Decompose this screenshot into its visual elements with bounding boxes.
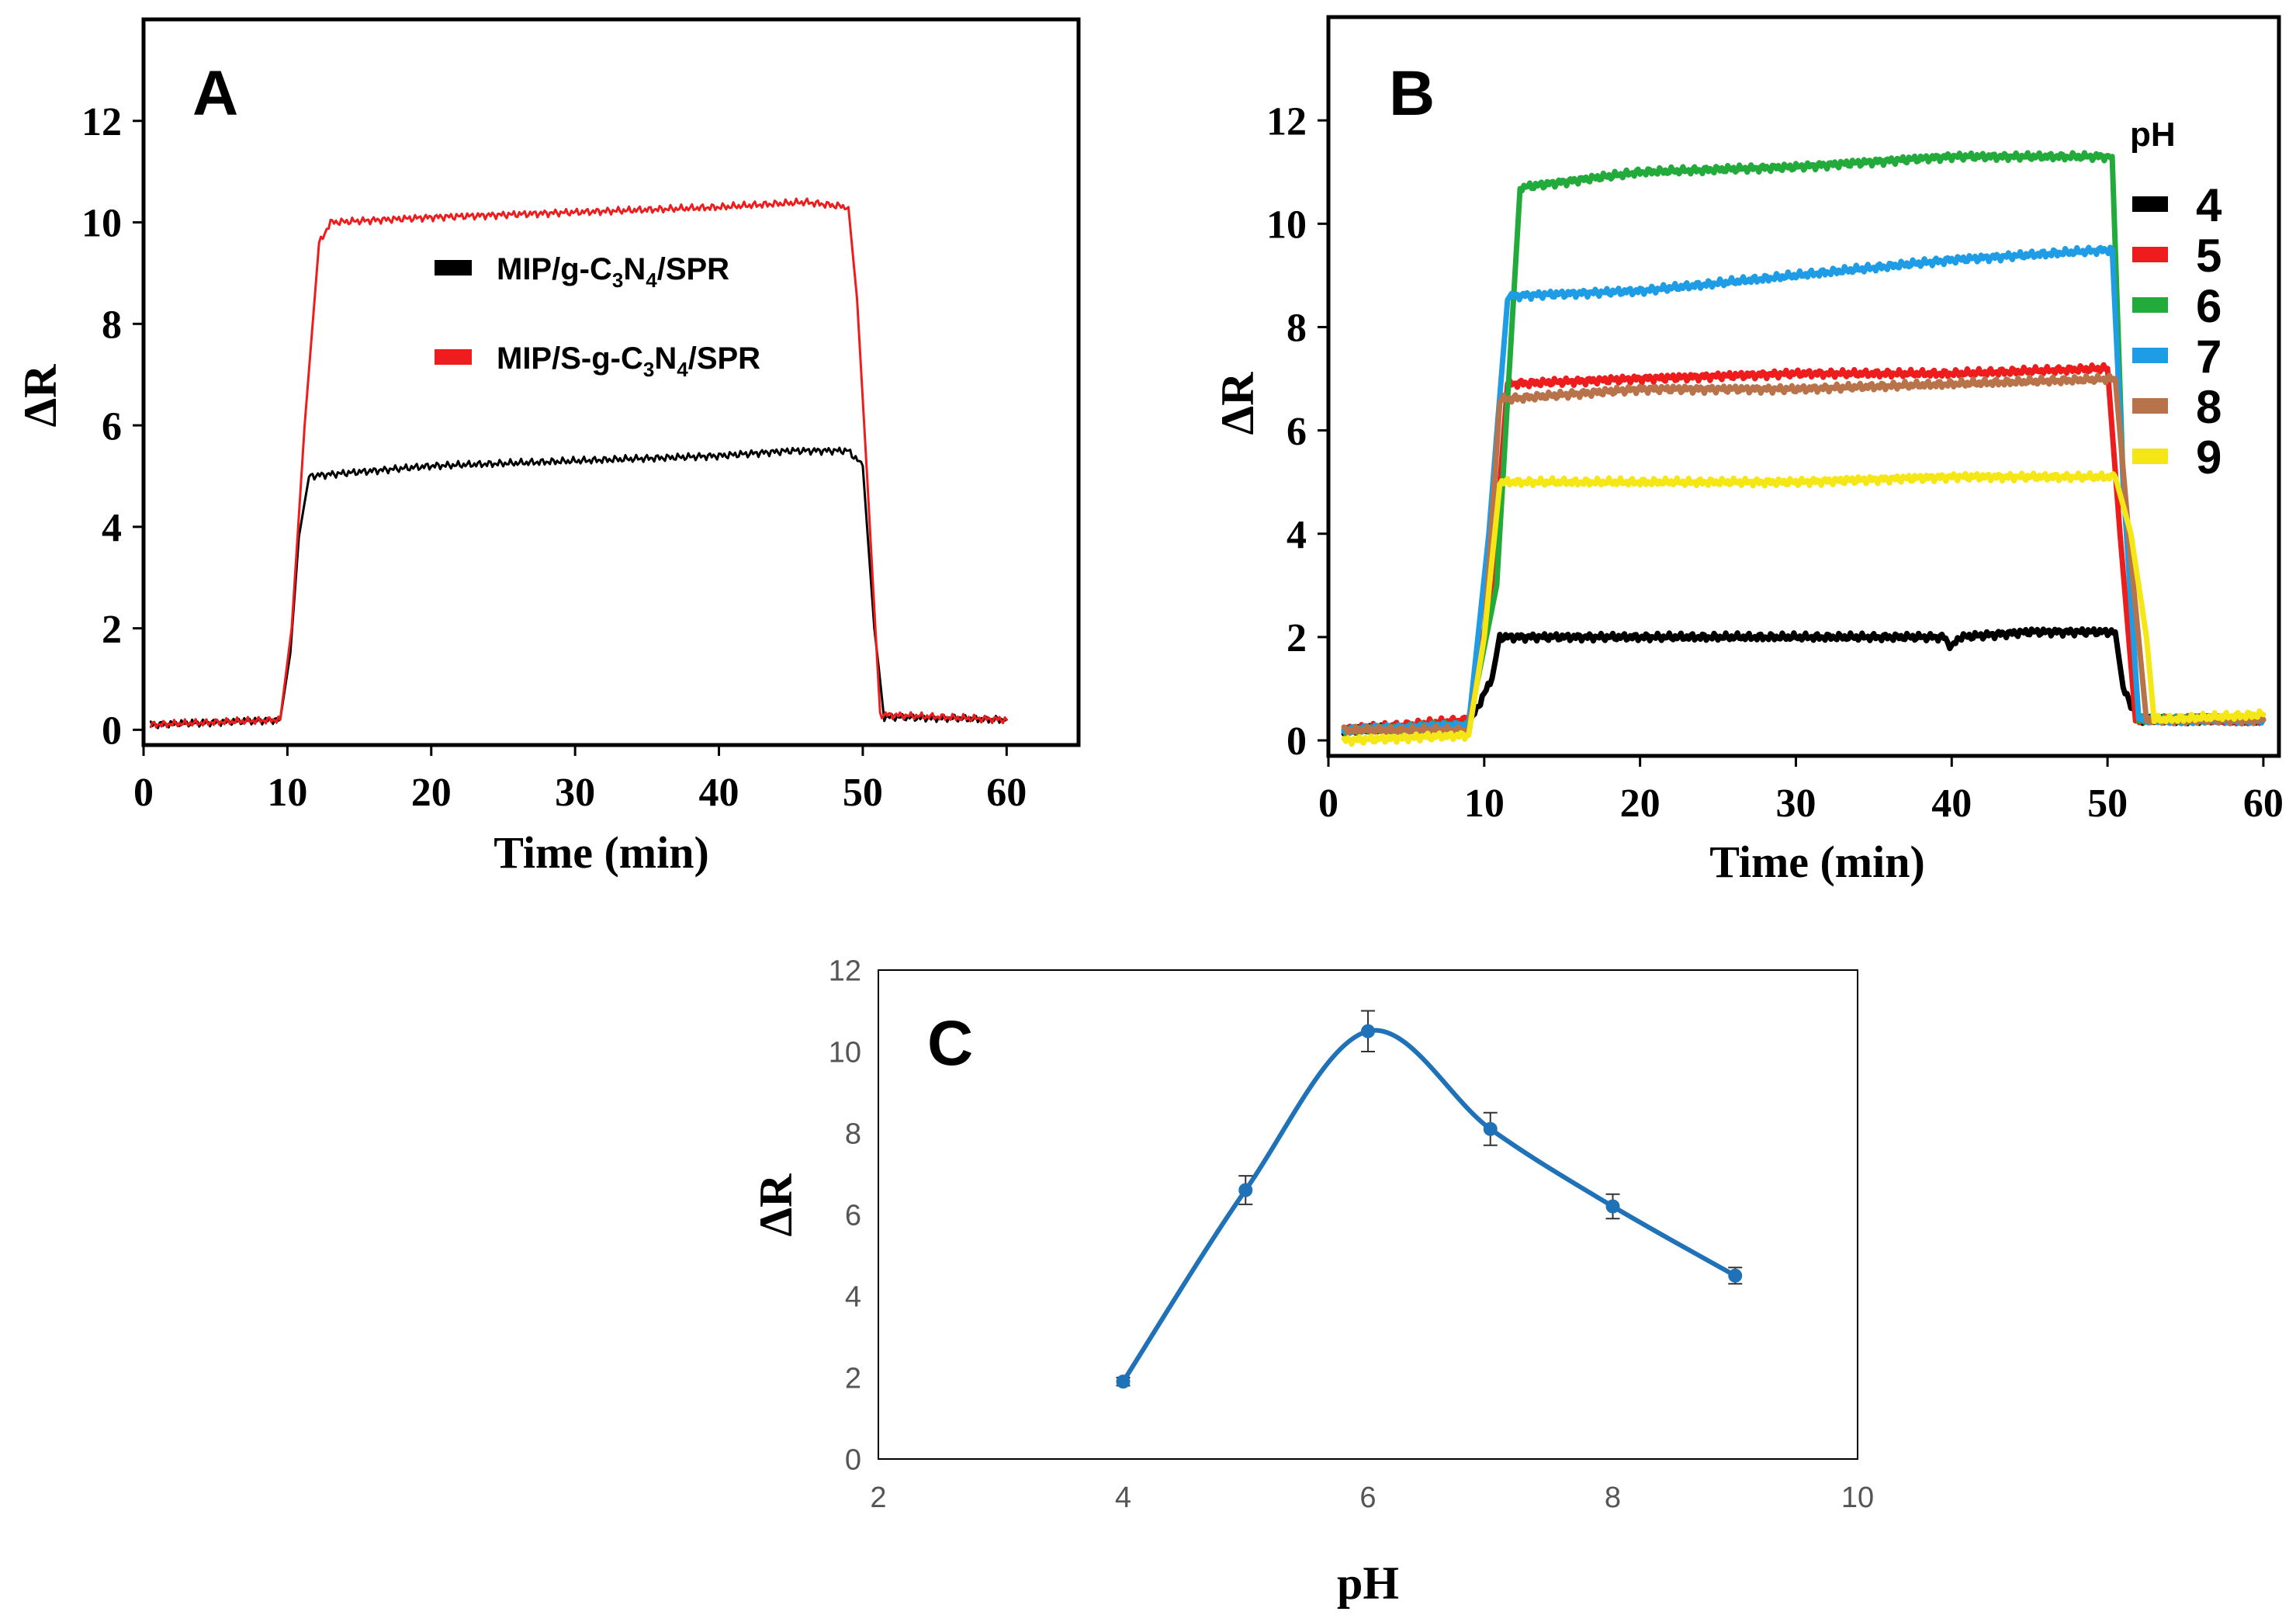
panel-c-y-tick-label: 0 bbox=[845, 1443, 861, 1476]
panel-b-legend-swatch-7 bbox=[2132, 348, 2168, 363]
panel-b-x-axis-label: Time (min) bbox=[1709, 837, 1925, 887]
panel-a-x-tick-label: 50 bbox=[843, 771, 883, 815]
panel-a-x-tick-label: 30 bbox=[555, 771, 595, 815]
panel-a: A Time (min) ΔR MIP/g-C3N4/SPR MIP/S-g-C… bbox=[15, 17, 1081, 878]
panel-b-legend-label-4: 4 bbox=[2196, 179, 2222, 231]
panel-b-legend-swatch-4 bbox=[2132, 196, 2168, 212]
panel-a-y-tick-label: 6 bbox=[102, 404, 122, 449]
panel-c-x-tick-label: 2 bbox=[870, 1482, 886, 1514]
panel-a-legend-label-0: MIP/g-C3N4/SPR bbox=[497, 252, 729, 292]
panel-b-legend-label-7: 7 bbox=[2196, 331, 2222, 383]
panel-a-y-tick-label: 12 bbox=[81, 100, 122, 144]
panel-b-y-tick-label: 2 bbox=[1287, 616, 1307, 660]
panel-a-x-tick-label: 0 bbox=[133, 771, 154, 815]
panel-a-legend-label-1: MIP/S-g-C3N4/SPR bbox=[497, 341, 760, 381]
panel-b-legend-swatch-5 bbox=[2132, 247, 2168, 262]
panel-a-y-tick-label: 0 bbox=[102, 709, 122, 754]
panel-c-data-point bbox=[1361, 1024, 1375, 1038]
panel-b-legend-swatch-9 bbox=[2132, 449, 2168, 464]
panel-a-letter: A bbox=[192, 58, 238, 129]
panel-b-legend-label-8: 8 bbox=[2196, 381, 2222, 433]
panel-c-letter: C bbox=[927, 1008, 973, 1079]
panel-b-series-line-7 bbox=[1341, 244, 2267, 736]
panel-b-x-tick-label: 20 bbox=[1620, 782, 1661, 826]
panel-a-legend-swatch-1 bbox=[435, 349, 472, 365]
panel-c-data-point bbox=[1605, 1199, 1620, 1214]
panel-b-series-line-6 bbox=[1341, 150, 2267, 737]
panel-c-y-tick-label: 8 bbox=[845, 1118, 861, 1150]
panel-b-y-axis-label: ΔR bbox=[1212, 372, 1263, 435]
panel-c-x-tick-label: 6 bbox=[1359, 1482, 1376, 1514]
panel-b-x-tick-label: 30 bbox=[1775, 782, 1816, 826]
panel-a-y-axis-label: ΔR bbox=[15, 364, 66, 428]
panel-b-legend-label-5: 5 bbox=[2196, 230, 2222, 282]
panel-c-y-tick-label: 10 bbox=[829, 1036, 861, 1069]
panel-b-y-tick-label: 6 bbox=[1287, 410, 1307, 454]
panel-b-y-tick-label: 0 bbox=[1287, 719, 1307, 764]
panel-b-x-tick-label: 10 bbox=[1464, 782, 1505, 826]
panel-b-x-tick-label: 40 bbox=[1931, 782, 1972, 826]
panel-a-y-tick-label: 10 bbox=[81, 202, 122, 246]
panel-c-y-tick-label: 4 bbox=[845, 1281, 861, 1313]
panel-b-series-line-9 bbox=[1341, 470, 2267, 747]
panel-a-legend: MIP/g-C3N4/SPR MIP/S-g-C3N4/SPR bbox=[435, 252, 760, 381]
panel-c-series-line--R bbox=[1120, 1028, 1738, 1385]
panel-b-legend-swatch-6 bbox=[2132, 297, 2168, 313]
panel-a-x-axis-label: Time (min) bbox=[493, 827, 709, 878]
panel-c-y-tick-label: 6 bbox=[845, 1199, 861, 1232]
panel-a-y-tick-label: 4 bbox=[102, 506, 122, 550]
panel-c-plot-frame bbox=[878, 969, 1858, 1460]
panel-a-x-tick-label: 10 bbox=[267, 771, 307, 815]
panel-a-series-line-MIP-g-C3N4-SPR bbox=[149, 446, 1008, 730]
panel-c-x-tick-label: 4 bbox=[1115, 1482, 1131, 1514]
panel-c-y-tick-label: 2 bbox=[845, 1362, 861, 1395]
panel-b-series-line-4 bbox=[1341, 626, 2267, 737]
panel-b-letter: B bbox=[1389, 58, 1435, 129]
panel-c-data-point bbox=[1238, 1183, 1253, 1197]
panel-a-x-tick-label: 20 bbox=[411, 771, 452, 815]
panel-c-data-point bbox=[1116, 1374, 1131, 1389]
panel-b-plot-frame bbox=[1326, 15, 2281, 758]
panel-a-legend-swatch-0 bbox=[435, 260, 472, 276]
panel-b-legend-title: pH bbox=[2130, 116, 2176, 154]
panel-a-plot-frame bbox=[141, 17, 1081, 747]
panel-a-x-tick-label: 60 bbox=[986, 771, 1027, 815]
panel-a-y-tick-label: 8 bbox=[102, 303, 122, 348]
panel-b-x-tick-label: 50 bbox=[2087, 782, 2128, 826]
panel-a-x-tick-label: 40 bbox=[699, 771, 739, 815]
panel-c-x-axis-label: pH bbox=[1337, 1558, 1399, 1609]
panel-b-series-line-5 bbox=[1341, 362, 2267, 735]
panel-c-data-point bbox=[1728, 1268, 1743, 1283]
panel-c-y-tick-label: 12 bbox=[829, 955, 861, 987]
panel-b-legend-swatch-8 bbox=[2132, 398, 2168, 414]
panel-b-x-tick-label: 0 bbox=[1318, 782, 1338, 826]
panel-b-series-line-8 bbox=[1341, 373, 2267, 736]
panel-b-x-tick-label: 60 bbox=[2243, 782, 2284, 826]
panel-c-x-tick-label: 8 bbox=[1605, 1482, 1621, 1514]
panel-b-y-tick-label: 8 bbox=[1287, 307, 1307, 351]
panel-b-legend-label-9: 9 bbox=[2196, 431, 2222, 483]
panel-c-y-axis-label: ΔR bbox=[750, 1173, 802, 1237]
panel-b-y-tick-label: 4 bbox=[1287, 513, 1307, 557]
panel-a-y-tick-label: 2 bbox=[102, 608, 122, 652]
panel-b-y-tick-label: 12 bbox=[1266, 99, 1307, 144]
panel-b-legend-label-6: 6 bbox=[2196, 280, 2222, 332]
panel-a-series-line-MIP-S-g-C3N4-SPR bbox=[149, 197, 1008, 729]
panel-c-x-tick-label: 10 bbox=[1841, 1482, 1874, 1514]
panel-c-data-point bbox=[1483, 1121, 1498, 1136]
panel-b-y-tick-label: 10 bbox=[1266, 203, 1307, 247]
